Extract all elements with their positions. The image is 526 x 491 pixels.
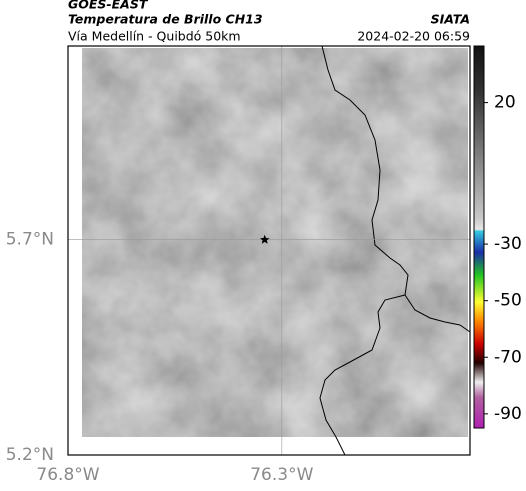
- y-tick-label: 5.2°N: [6, 445, 54, 465]
- colorbar-label: -30: [494, 234, 522, 254]
- border-line: [319, 45, 471, 456]
- map-frame: [67, 45, 471, 456]
- location-marker: [260, 234, 270, 244]
- x-tick-label: 76.8°W: [36, 465, 99, 485]
- colorbar-label: 20: [494, 93, 516, 113]
- region: Vía Medellín - Quibdó 50km: [68, 29, 241, 44]
- colorbar-label: -50: [494, 291, 522, 311]
- subtitle: Temperatura de Brillo CH13: [68, 12, 263, 27]
- source: SIATA: [431, 12, 470, 27]
- timestamp: 2024-02-20 06:59: [357, 29, 470, 44]
- colorbar-label: -70: [494, 347, 522, 367]
- colorbar: [473, 45, 485, 429]
- x-tick-label: 76.3°W: [250, 465, 313, 485]
- y-tick-label: 5.7°N: [6, 230, 54, 250]
- title: GOES-EAST: [68, 0, 149, 12]
- satellite-image: [82, 48, 468, 437]
- colorbar-label: -90: [494, 404, 522, 424]
